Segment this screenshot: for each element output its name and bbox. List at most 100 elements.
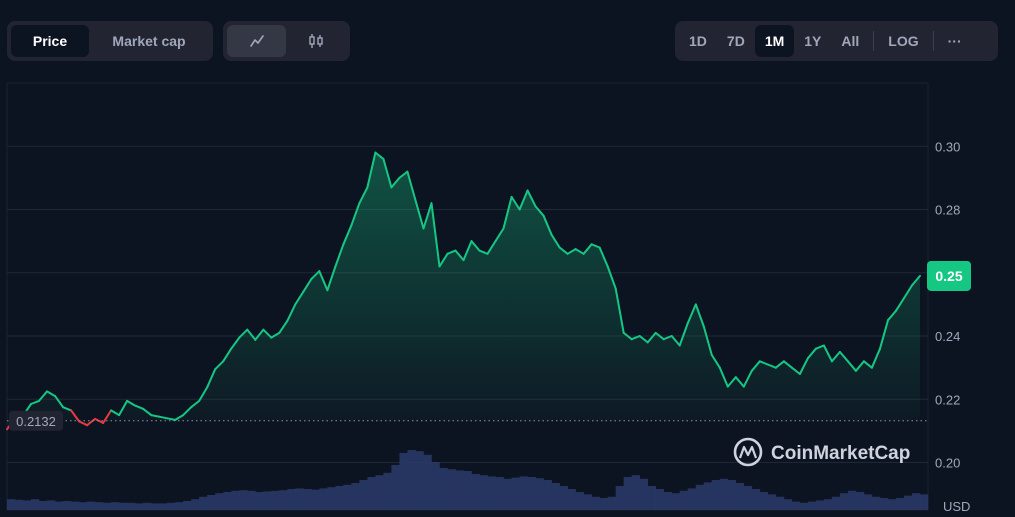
price-line-segment bbox=[470, 240, 481, 252]
price-line-segment bbox=[678, 322, 689, 347]
volume-bar bbox=[223, 492, 232, 510]
range-1y-button[interactable]: 1Y bbox=[804, 33, 822, 49]
price-line-segment bbox=[806, 347, 817, 360]
volume-bar bbox=[119, 502, 128, 510]
price-line-segment bbox=[782, 360, 793, 369]
volume-bar bbox=[519, 476, 528, 510]
price-line-segment bbox=[398, 170, 409, 179]
price-line-segment bbox=[478, 249, 489, 255]
price-line-segment bbox=[550, 233, 561, 249]
volume-bar bbox=[551, 483, 560, 510]
volume-bar bbox=[143, 502, 152, 510]
volume-bar bbox=[335, 486, 344, 510]
price-line-segment bbox=[879, 319, 889, 350]
tab-price[interactable]: Price bbox=[11, 25, 89, 57]
volume-bar bbox=[159, 503, 168, 510]
price-line-segment bbox=[558, 246, 569, 255]
price-line-segment bbox=[822, 344, 833, 363]
volume-bar bbox=[439, 468, 448, 510]
volume-bar bbox=[799, 502, 809, 510]
price-line-segment bbox=[486, 240, 497, 255]
price-line-segment bbox=[406, 170, 417, 201]
y-tick-label: 0.24 bbox=[935, 329, 960, 344]
range-1m-button[interactable]: 1M bbox=[754, 25, 795, 57]
range-all-button[interactable]: All bbox=[841, 33, 860, 49]
price-line-segment bbox=[814, 344, 825, 350]
price-line-segment bbox=[182, 406, 193, 417]
volume-bar bbox=[271, 490, 280, 510]
price-line-segment bbox=[462, 240, 473, 262]
volume-bar bbox=[7, 499, 16, 510]
y-tick-label: 0.28 bbox=[935, 203, 960, 218]
price-line-segment bbox=[70, 409, 81, 423]
volume-bar bbox=[351, 483, 360, 510]
volume-bar bbox=[919, 494, 929, 510]
price-line-segment bbox=[887, 309, 897, 322]
volume-bar bbox=[839, 493, 849, 510]
tab-market-cap[interactable]: Market cap bbox=[112, 33, 186, 49]
price-line-segment bbox=[790, 366, 801, 375]
price-line-segment bbox=[422, 202, 433, 230]
price-line-segment bbox=[694, 303, 705, 328]
price-line-segment bbox=[598, 246, 609, 268]
volume-bar bbox=[767, 494, 777, 510]
volume-bar bbox=[471, 474, 480, 510]
price-line-segment bbox=[854, 360, 865, 372]
line-chart-button[interactable] bbox=[227, 25, 286, 57]
y-tick-label: 0.30 bbox=[935, 139, 960, 154]
volume-bar bbox=[463, 471, 472, 510]
volume-bar bbox=[135, 503, 144, 510]
volume-bar bbox=[823, 499, 833, 510]
time-range-toggle: 1D 7D 1M 1Y All LOG ··· bbox=[675, 21, 998, 61]
price-line-segment bbox=[846, 360, 857, 372]
volume-bar bbox=[871, 496, 881, 510]
volume-bar bbox=[759, 492, 769, 510]
volume-bar bbox=[95, 502, 104, 510]
price-line-segment bbox=[630, 335, 641, 341]
price-line-segment bbox=[798, 357, 809, 375]
volume-bar bbox=[831, 496, 841, 510]
price-line-segment bbox=[911, 274, 921, 287]
volume-bar bbox=[279, 490, 288, 510]
volume-bar bbox=[55, 501, 64, 510]
volume-bar bbox=[655, 489, 665, 510]
price-line-segment bbox=[686, 303, 697, 325]
log-scale-button[interactable]: LOG bbox=[888, 33, 919, 49]
price-line-segment bbox=[102, 409, 113, 424]
volume-bar bbox=[47, 500, 56, 510]
volume-bar bbox=[343, 484, 352, 510]
price-line-segment bbox=[830, 350, 841, 363]
volume-bar bbox=[703, 482, 713, 510]
volume-bar bbox=[415, 451, 424, 510]
volume-bar bbox=[63, 501, 72, 510]
price-line-segment bbox=[414, 199, 425, 230]
price-line-segment bbox=[126, 399, 137, 407]
price-line-segment bbox=[142, 407, 153, 417]
price-line-segment bbox=[342, 224, 353, 246]
volume-bar bbox=[127, 502, 136, 510]
price-line-segment bbox=[702, 325, 713, 356]
volume-bar bbox=[327, 487, 336, 510]
volume-bar bbox=[447, 469, 456, 510]
price-line-segment bbox=[302, 278, 313, 293]
candlestick-chart-button[interactable] bbox=[286, 25, 345, 57]
volume-bar bbox=[487, 476, 496, 510]
volume-bar bbox=[151, 503, 160, 510]
range-7d-button[interactable]: 7D bbox=[726, 33, 745, 49]
volume-bar bbox=[383, 472, 392, 510]
volume-bar bbox=[311, 489, 320, 510]
coinmarketcap-logo-mark bbox=[738, 445, 758, 459]
volume-bar bbox=[559, 486, 568, 510]
volume-bar bbox=[87, 501, 96, 510]
volume-bar bbox=[15, 499, 24, 510]
range-1d-button[interactable]: 1D bbox=[689, 33, 707, 49]
candlestick-icon bbox=[308, 34, 323, 48]
volume-bar bbox=[775, 496, 785, 510]
volume-bar bbox=[615, 486, 624, 510]
price-line-segment bbox=[350, 202, 361, 227]
price-line-segment bbox=[110, 409, 121, 417]
volume-bar bbox=[903, 495, 913, 510]
more-options-button[interactable]: ··· bbox=[947, 33, 962, 49]
volume-bar bbox=[199, 496, 208, 510]
price-line-segment bbox=[46, 390, 57, 398]
